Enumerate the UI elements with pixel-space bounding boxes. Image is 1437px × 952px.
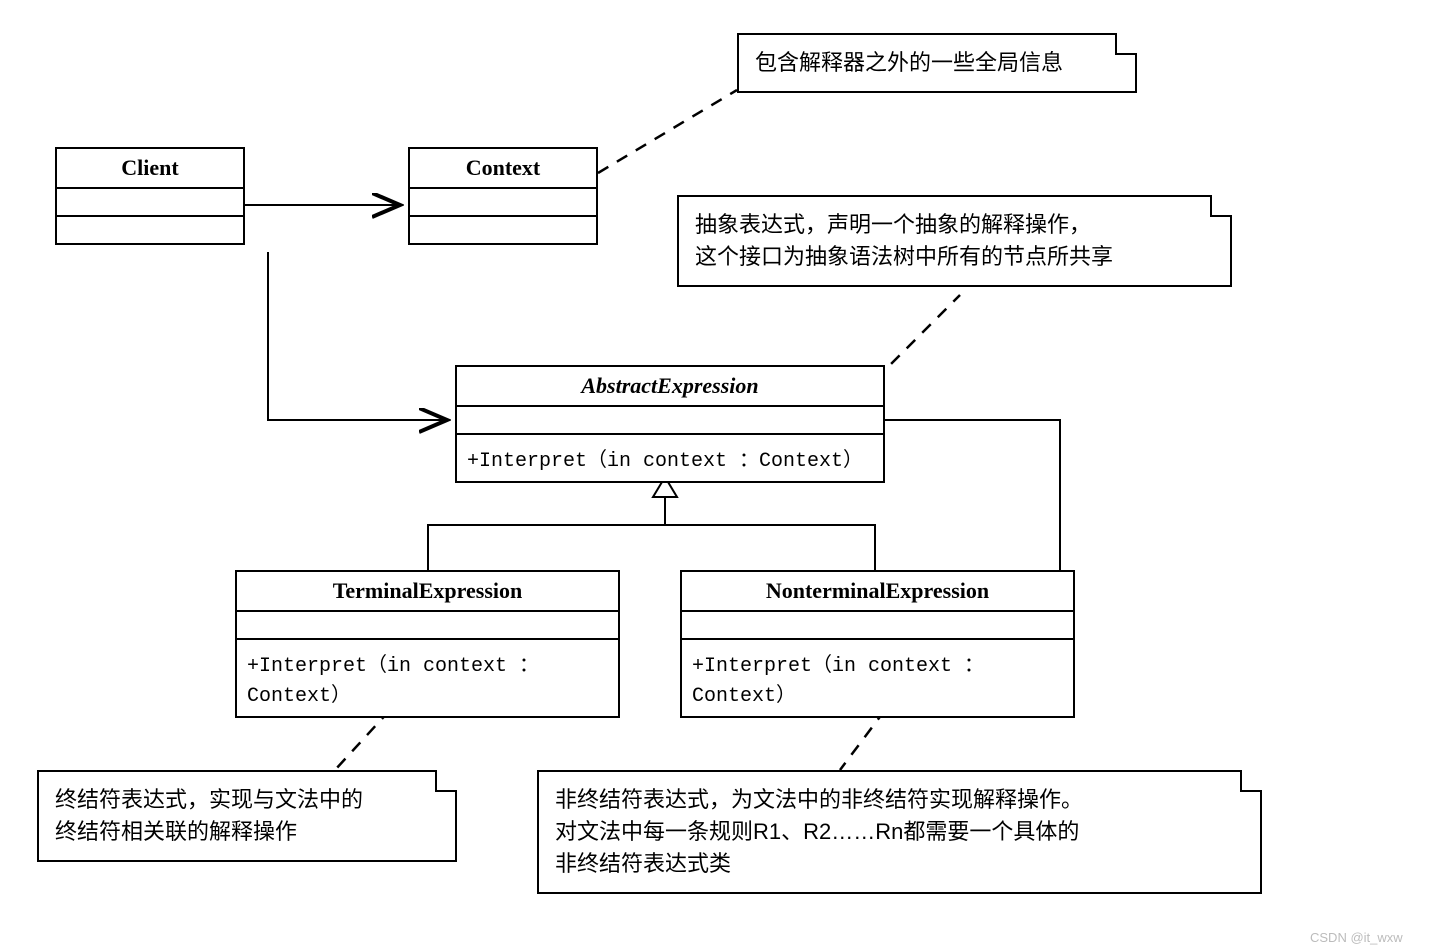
class-context-ops [410, 217, 596, 243]
note-nonterminal: 非终结符表达式，为文法中的非终结符实现解释操作。 对文法中每一条规则R1、R2…… [537, 770, 1262, 894]
class-terminal-title: TerminalExpression [237, 572, 618, 612]
watermark: CSDN @it_wxw [1310, 930, 1403, 945]
class-nonterminal-title: NonterminalExpression [682, 572, 1073, 612]
note-fold-icon [1115, 33, 1137, 55]
class-client-attrs [57, 189, 243, 217]
note-abstract-line1: 抽象表达式，声明一个抽象的解释操作， [695, 209, 1214, 241]
class-abstract-title: AbstractExpression [457, 367, 883, 407]
note-abstract: 抽象表达式，声明一个抽象的解释操作， 这个接口为抽象语法树中所有的节点所共享 [677, 195, 1232, 287]
class-terminal-attrs [237, 612, 618, 640]
class-abstract-op: +Interpret（in context ：Context） [457, 435, 883, 481]
class-abstract-attrs [457, 407, 883, 435]
class-client-ops [57, 217, 243, 243]
note-fold-icon [1240, 770, 1262, 792]
edge-client-abstract [268, 252, 447, 420]
note-fold-icon [435, 770, 457, 792]
class-terminal-op: +Interpret（in context ：Context） [237, 640, 618, 716]
edge-note-terminal [335, 710, 390, 770]
note-context: 包含解释器之外的一些全局信息 [737, 33, 1137, 93]
note-fold-icon [1210, 195, 1232, 217]
class-client-title: Client [57, 149, 243, 189]
note-terminal-line2: 终结符相关联的解释操作 [55, 816, 439, 848]
edge-terminal-gen [428, 497, 665, 570]
class-nonterminal-op: +Interpret（in context ：Context） [682, 640, 1073, 716]
diagram-canvas: Client Context AbstractExpression +Inter… [0, 0, 1437, 952]
note-terminal-line1: 终结符表达式，实现与文法中的 [55, 784, 439, 816]
note-nonterminal-line2: 对文法中每一条规则R1、R2……Rn都需要一个具体的 [555, 816, 1244, 848]
class-terminal-expression: TerminalExpression +Interpret（in context… [235, 570, 620, 718]
note-nonterminal-line3: 非终结符表达式类 [555, 848, 1244, 880]
class-context-title: Context [410, 149, 596, 189]
note-context-text: 包含解释器之外的一些全局信息 [755, 50, 1063, 75]
class-context: Context [408, 147, 598, 245]
note-terminal: 终结符表达式，实现与文法中的 终结符相关联的解释操作 [37, 770, 457, 862]
edge-note-nonterminal [840, 710, 885, 770]
edge-nonterminal-gen [665, 525, 875, 570]
note-abstract-line2: 这个接口为抽象语法树中所有的节点所共享 [695, 241, 1214, 273]
note-nonterminal-line1: 非终结符表达式，为文法中的非终结符实现解释操作。 [555, 784, 1244, 816]
class-nonterminal-attrs [682, 612, 1073, 640]
class-nonterminal-expression: NonterminalExpression +Interpret（in cont… [680, 570, 1075, 718]
edge-note-context [598, 90, 737, 173]
class-context-attrs [410, 189, 596, 217]
class-abstract-expression: AbstractExpression +Interpret（in context… [455, 365, 885, 483]
class-client: Client [55, 147, 245, 245]
